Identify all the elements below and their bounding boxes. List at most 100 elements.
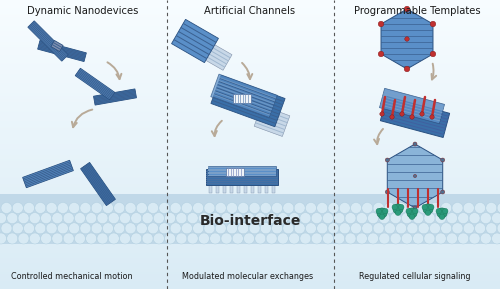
Circle shape [322, 213, 334, 224]
Bar [0, 110, 500, 111]
Bar [0, 229, 500, 231]
Bar [0, 149, 500, 151]
Circle shape [0, 213, 6, 224]
Circle shape [210, 213, 220, 224]
Bar [0, 12, 500, 13]
Polygon shape [80, 162, 116, 205]
Polygon shape [381, 9, 433, 69]
Bar [0, 103, 500, 105]
Bar [0, 53, 500, 55]
Bar [0, 177, 500, 179]
Bar [0, 181, 500, 182]
Circle shape [187, 213, 198, 224]
Circle shape [164, 233, 175, 244]
Bar [0, 34, 500, 35]
Bar [0, 138, 500, 140]
Circle shape [406, 208, 411, 214]
Text: Modulated molecular exchanges: Modulated molecular exchanges [182, 272, 314, 281]
Bar [0, 140, 500, 142]
Circle shape [232, 233, 243, 244]
Circle shape [418, 203, 429, 214]
Bar [0, 182, 500, 184]
Circle shape [226, 203, 237, 214]
Circle shape [306, 223, 316, 234]
Bar [0, 168, 500, 170]
Bar [0, 273, 500, 274]
Circle shape [24, 223, 34, 234]
Bar [0, 147, 500, 149]
Bar [0, 55, 500, 57]
Bar [0, 275, 500, 276]
Bar [0, 175, 500, 176]
Bar [0, 23, 500, 24]
Circle shape [300, 233, 311, 244]
Bar [0, 284, 500, 285]
Bar [0, 268, 500, 269]
Polygon shape [94, 89, 136, 105]
Bar [0, 32, 500, 33]
Bar [0, 95, 500, 97]
Bar [0, 99, 500, 100]
Circle shape [373, 203, 384, 214]
Bar [0, 153, 500, 154]
Bar [0, 262, 500, 264]
Circle shape [328, 203, 339, 214]
Circle shape [204, 223, 215, 234]
Bar [0, 114, 500, 115]
Circle shape [283, 203, 294, 214]
Circle shape [24, 203, 34, 214]
Circle shape [339, 223, 350, 234]
Bar [0, 181, 500, 183]
Bar [0, 69, 500, 71]
Circle shape [380, 214, 385, 220]
Circle shape [114, 203, 124, 214]
Circle shape [396, 223, 406, 234]
Polygon shape [380, 88, 444, 124]
Bar [0, 166, 500, 168]
Circle shape [474, 223, 486, 234]
Bar [0, 164, 500, 165]
Circle shape [402, 233, 412, 244]
Bar [233, 94, 251, 103]
Bar [0, 249, 500, 250]
Circle shape [198, 213, 209, 224]
Bar [0, 170, 500, 171]
Bar [0, 92, 500, 93]
Circle shape [328, 223, 339, 234]
Polygon shape [208, 166, 276, 176]
Bar [0, 47, 500, 49]
Bar [0, 236, 500, 237]
Circle shape [260, 203, 272, 214]
Circle shape [176, 213, 187, 224]
Bar [0, 194, 500, 244]
Circle shape [378, 21, 384, 27]
Circle shape [384, 203, 396, 214]
Bar [0, 14, 500, 16]
Circle shape [436, 208, 442, 214]
Bar [0, 112, 500, 113]
Polygon shape [204, 44, 232, 70]
Circle shape [114, 223, 124, 234]
Circle shape [311, 233, 322, 244]
Bar [0, 131, 500, 133]
Circle shape [266, 213, 277, 224]
Circle shape [187, 233, 198, 244]
Circle shape [480, 213, 492, 224]
Bar [0, 29, 500, 30]
Bar [0, 77, 500, 78]
Circle shape [402, 213, 412, 224]
Circle shape [58, 203, 68, 214]
Bar [0, 123, 500, 124]
Text: Programmable Templates: Programmable Templates [354, 6, 480, 16]
Bar [0, 192, 500, 193]
Bar [0, 79, 500, 80]
Bar [0, 62, 500, 64]
Bar [0, 0, 500, 1]
Bar [0, 216, 500, 217]
Bar [0, 253, 500, 255]
Circle shape [18, 213, 29, 224]
Circle shape [97, 213, 108, 224]
Bar [0, 38, 500, 39]
Circle shape [125, 203, 136, 214]
Bar [0, 155, 500, 156]
